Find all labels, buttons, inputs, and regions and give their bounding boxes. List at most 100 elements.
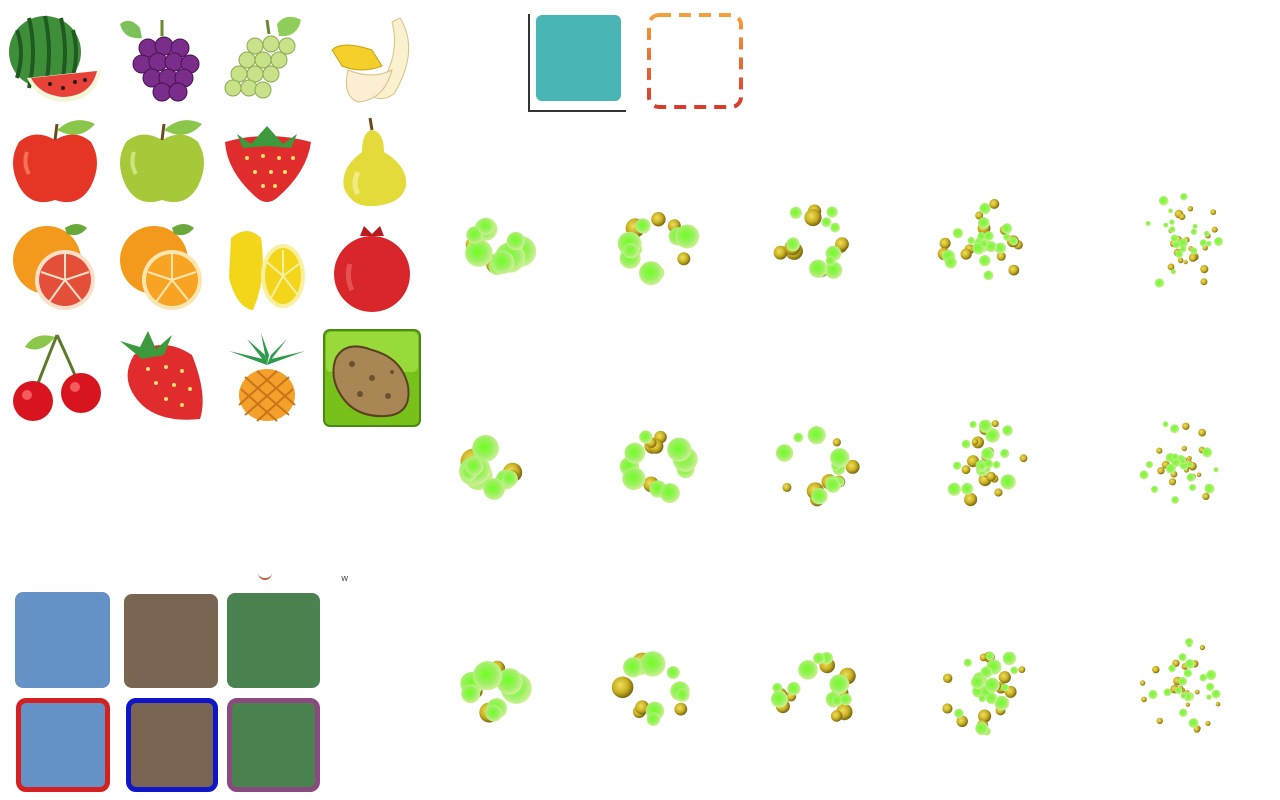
empty-slot-tile[interactable]	[646, 12, 744, 110]
burst-balls-icon	[942, 651, 1026, 736]
burst-balls-icon	[775, 426, 860, 507]
cherries-icon[interactable]	[5, 325, 105, 425]
banana-icon[interactable]	[322, 10, 422, 110]
green-ball	[1154, 278, 1165, 288]
green-ball	[1199, 673, 1208, 682]
green-ball	[1199, 239, 1208, 247]
pomegranate-icon[interactable]	[322, 218, 422, 318]
green-ball	[1214, 237, 1224, 247]
green-ball	[830, 448, 850, 468]
gold-ball	[991, 420, 999, 428]
watermelon-icon[interactable]	[5, 10, 105, 110]
gold-ball	[989, 198, 1000, 209]
green-ball	[807, 426, 826, 445]
green-ball	[666, 666, 680, 680]
green-ball	[786, 237, 800, 252]
gold-ball	[998, 671, 1011, 684]
gold-ball	[1168, 478, 1177, 486]
color-tile-green-selected[interactable]	[227, 698, 320, 792]
color-tile-green[interactable]	[227, 593, 320, 688]
green-ball	[1000, 474, 1016, 490]
green-apple-icon[interactable]	[112, 112, 212, 212]
gold-ball	[1152, 665, 1160, 674]
green-ball	[635, 218, 651, 234]
green-ball	[473, 661, 503, 691]
filled-slot-tile[interactable]	[536, 15, 621, 101]
green-ball	[789, 206, 802, 219]
gold-ball	[1172, 659, 1180, 667]
stray-arc-fragment	[258, 572, 272, 580]
gold-ball	[1018, 666, 1026, 673]
green-ball	[1001, 683, 1009, 692]
gold-ball	[651, 212, 666, 227]
gold-ball	[832, 438, 841, 447]
green-ball	[944, 256, 957, 269]
orange-icon[interactable]	[112, 218, 212, 318]
green-ball	[1204, 483, 1215, 494]
color-tile-brown-selected[interactable]	[126, 698, 218, 792]
green-ball	[1174, 686, 1183, 695]
green-ball	[1009, 237, 1019, 246]
burst-frame	[930, 411, 1040, 521]
burst-balls-icon	[611, 651, 690, 726]
green-ball	[1179, 708, 1188, 717]
color-tile-brown[interactable]	[124, 594, 218, 688]
green-ball	[483, 478, 505, 500]
gold-ball	[1187, 455, 1192, 461]
color-tile-blue-selected[interactable]	[16, 698, 110, 792]
green-ball	[1186, 473, 1196, 482]
strawberry-icon[interactable]	[217, 112, 317, 212]
burst-frame	[930, 188, 1040, 298]
green-ball	[1151, 485, 1159, 493]
green-ball	[1010, 666, 1019, 675]
green-ball	[813, 652, 825, 665]
lemon-icon[interactable]	[217, 218, 317, 318]
potato-tile-icon[interactable]	[322, 328, 422, 428]
green-ball	[811, 488, 828, 505]
green-ball	[659, 483, 680, 504]
green-ball	[978, 695, 986, 703]
green-ball	[1180, 692, 1188, 699]
green-ball	[994, 695, 1010, 711]
green-ball	[985, 428, 1000, 443]
pineapple-icon[interactable]	[217, 325, 317, 425]
green-ball	[821, 217, 832, 228]
green-ball	[496, 668, 523, 695]
green-ball	[465, 457, 484, 476]
green-ball	[1180, 193, 1188, 201]
green-ball	[1178, 653, 1187, 662]
green-ball	[839, 693, 852, 706]
green-ball	[1192, 223, 1198, 229]
green-ball	[824, 261, 843, 279]
green-ball	[1145, 461, 1154, 469]
green-ball	[978, 419, 993, 433]
red-apple-icon[interactable]	[5, 112, 105, 212]
gold-ball	[986, 471, 996, 482]
gold-ball	[1156, 447, 1163, 454]
green-ball	[640, 651, 666, 677]
green-ball	[1145, 221, 1151, 226]
gold-ball	[939, 237, 951, 249]
green-ball	[646, 712, 661, 726]
pear-icon[interactable]	[322, 112, 422, 212]
green-ball	[1206, 682, 1215, 692]
strawberry-whole-icon[interactable]	[112, 325, 212, 425]
green-ball	[1183, 669, 1193, 678]
green-ball	[825, 256, 836, 266]
blood-orange-icon[interactable]	[5, 218, 105, 318]
gold-ball	[677, 252, 691, 266]
green-ball	[994, 242, 1006, 254]
green-ball	[798, 660, 818, 680]
gold-ball	[978, 709, 992, 723]
green-ball	[1178, 238, 1188, 248]
green-grapes-icon[interactable]	[217, 10, 317, 110]
color-tile-blue[interactable]	[15, 592, 110, 688]
purple-grapes-icon[interactable]	[112, 10, 212, 110]
green-ball	[506, 231, 526, 251]
green-ball	[1188, 718, 1199, 729]
gold-ball	[773, 245, 788, 260]
green-ball	[472, 435, 499, 462]
green-ball	[623, 657, 644, 678]
green-ball	[979, 202, 991, 215]
gold-ball	[1187, 206, 1194, 212]
